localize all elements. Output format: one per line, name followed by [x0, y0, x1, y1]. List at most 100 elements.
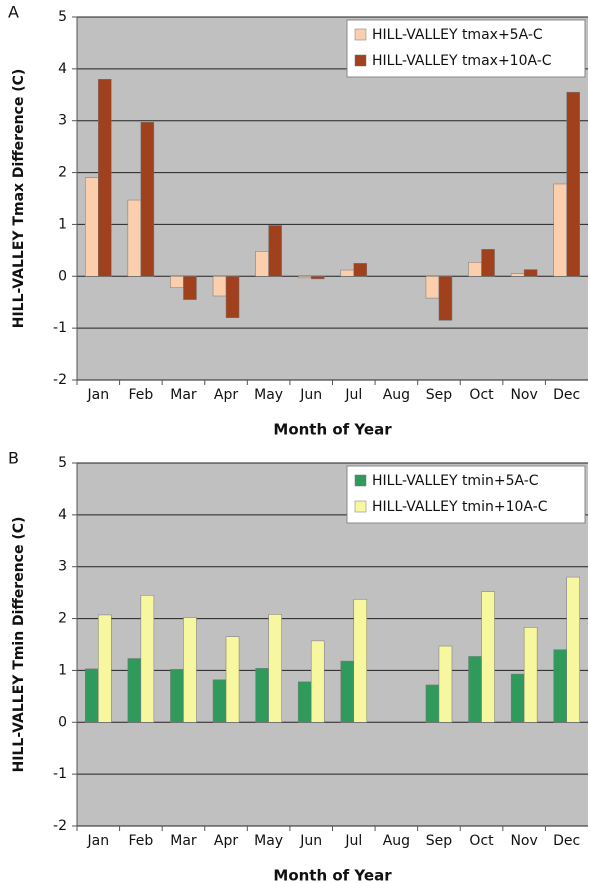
- x-tick-label: Apr: [214, 387, 238, 403]
- bar: [340, 269, 355, 277]
- panel-label: A: [8, 3, 19, 22]
- bar: [340, 660, 355, 723]
- bar: [523, 627, 538, 723]
- bar: [310, 640, 325, 723]
- legend-swatch: [354, 474, 367, 487]
- bar: [566, 576, 580, 723]
- bar: [510, 273, 525, 277]
- bar: [85, 177, 99, 277]
- bar: [353, 599, 368, 723]
- bar: [353, 263, 368, 277]
- x-axis-label: Month of Year: [273, 867, 392, 883]
- legend-label: HILL-VALLEY tmin+10A-C: [372, 499, 548, 515]
- y-tick-label: -1: [53, 320, 67, 336]
- bar: [85, 668, 99, 723]
- bar: [553, 649, 567, 723]
- bar: [98, 614, 112, 723]
- x-tick-label: Jul: [344, 833, 362, 849]
- bar: [553, 183, 567, 277]
- x-tick-label: Jan: [86, 833, 109, 849]
- bar: [212, 679, 227, 723]
- bar: [438, 276, 453, 321]
- x-tick-label: Dec: [553, 833, 580, 849]
- legend-label: HILL-VALLEY tmax+10A-C: [372, 53, 552, 69]
- y-tick-label: 0: [58, 714, 67, 730]
- bar: [140, 122, 155, 277]
- x-tick-label: Aug: [383, 387, 410, 403]
- x-axis-label: Month of Year: [273, 421, 392, 439]
- y-tick-label: 3: [58, 559, 67, 575]
- bar: [225, 276, 240, 319]
- bar: [98, 78, 112, 277]
- bar: [468, 656, 482, 723]
- bar: [425, 684, 440, 723]
- bar: [310, 276, 325, 280]
- bar: [225, 636, 240, 723]
- x-tick-label: Jun: [299, 387, 322, 403]
- x-tick-label: Mar: [170, 833, 197, 849]
- x-tick-label: May: [254, 387, 283, 403]
- bar: [297, 681, 312, 723]
- legend-swatch: [354, 54, 367, 67]
- x-tick-label: Jun: [299, 833, 322, 849]
- y-tick-label: -2: [53, 818, 67, 834]
- panel-label: B: [8, 449, 19, 468]
- y-axis-label: HILL-VALLEY Tmax Difference (C): [11, 69, 27, 329]
- y-axis-label: HILL-VALLEY Tmin Difference (C): [11, 517, 27, 773]
- bar: [481, 249, 495, 277]
- y-tick-label: 0: [58, 268, 67, 284]
- legend-label: HILL-VALLEY tmin+5A-C: [372, 473, 539, 489]
- legend-swatch: [354, 500, 367, 513]
- bar: [183, 617, 197, 723]
- bar: [255, 668, 269, 723]
- x-tick-label: Sep: [426, 833, 453, 849]
- y-tick-label: 4: [58, 507, 67, 523]
- y-tick-label: 4: [58, 61, 67, 77]
- x-tick-label: Apr: [214, 833, 238, 849]
- y-tick-label: 1: [58, 216, 67, 232]
- legend-swatch: [354, 28, 367, 41]
- bar: [268, 225, 282, 277]
- x-tick-label: Oct: [469, 833, 494, 849]
- bar: [297, 276, 312, 279]
- bar: [127, 199, 142, 277]
- bar: [212, 276, 227, 297]
- x-tick-label: Mar: [170, 387, 197, 403]
- bar: [438, 645, 453, 723]
- y-tick-label: -2: [53, 372, 67, 388]
- bar: [425, 276, 440, 299]
- legend-box: [346, 19, 586, 78]
- x-tick-label: Sep: [426, 387, 453, 403]
- bar: [183, 276, 197, 300]
- bar: [510, 673, 525, 723]
- x-tick-label: May: [254, 833, 283, 849]
- x-tick-label: Feb: [128, 387, 153, 403]
- bar: [566, 91, 580, 277]
- legend-label: HILL-VALLEY tmax+5A-C: [372, 27, 543, 43]
- x-tick-label: Feb: [128, 833, 153, 849]
- bar: [140, 594, 155, 723]
- bar: [170, 669, 184, 723]
- y-tick-label: 5: [58, 9, 67, 25]
- x-tick-label: Jul: [344, 387, 362, 403]
- legend-box: [346, 465, 586, 524]
- y-tick-label: -1: [53, 766, 67, 782]
- bar: [523, 269, 538, 277]
- bar: [255, 251, 269, 277]
- y-tick-label: 1: [58, 662, 67, 678]
- x-tick-label: Nov: [510, 833, 537, 849]
- x-tick-label: Aug: [383, 833, 410, 849]
- y-tick-label: 2: [58, 611, 67, 627]
- bar: [170, 276, 184, 288]
- x-tick-label: Oct: [469, 387, 494, 403]
- y-tick-label: 3: [58, 113, 67, 129]
- x-tick-label: Jan: [86, 387, 109, 403]
- bar: [481, 591, 495, 723]
- x-tick-label: Nov: [510, 387, 537, 403]
- y-tick-label: 5: [58, 455, 67, 471]
- y-tick-label: 2: [58, 165, 67, 181]
- bar: [468, 262, 482, 277]
- bar: [127, 658, 142, 723]
- x-tick-label: Dec: [553, 387, 580, 403]
